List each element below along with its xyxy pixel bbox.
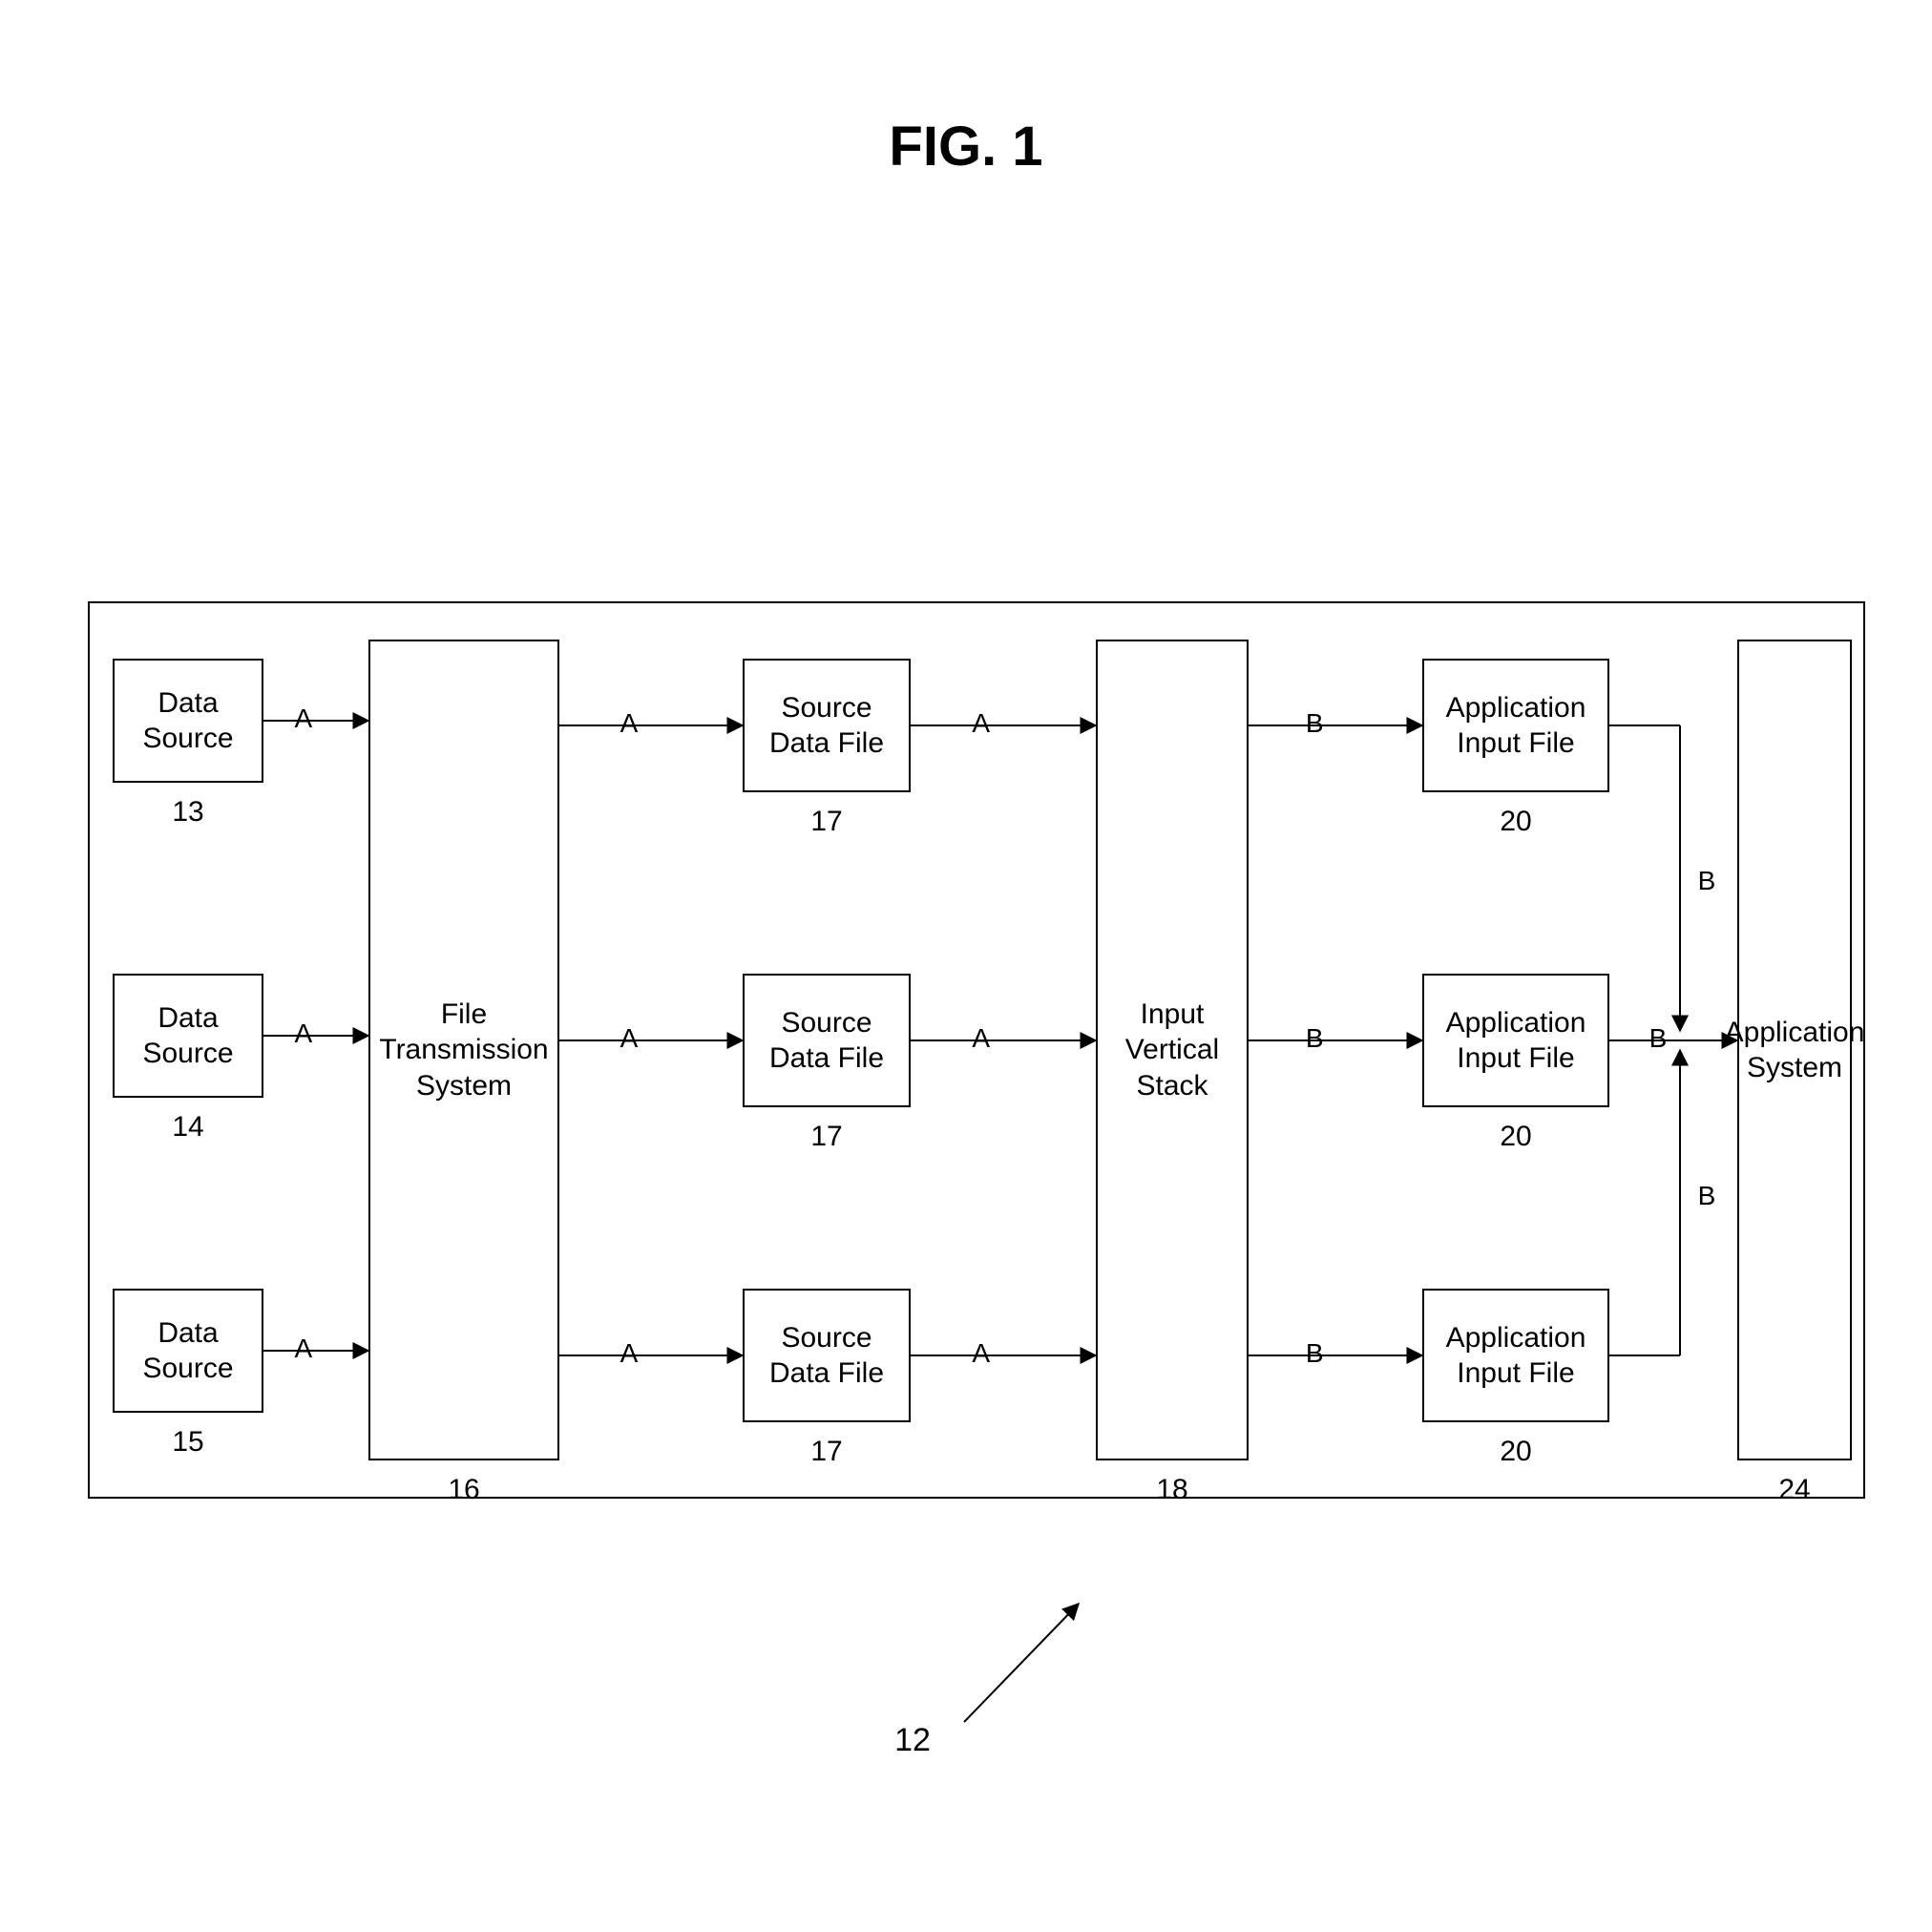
edge-label: B	[1295, 1023, 1334, 1054]
edge-label: A	[610, 1023, 648, 1054]
edge-label-text: B	[1306, 1023, 1324, 1053]
edges-layer	[0, 0, 1932, 1932]
edge-label-text: A	[620, 1023, 639, 1053]
edge-label-text: B	[1649, 1023, 1668, 1053]
edge-label: A	[962, 1023, 1000, 1054]
edge-label-text: A	[294, 1018, 312, 1048]
edge-label: A	[284, 704, 323, 734]
edge-label: B	[1295, 1338, 1334, 1369]
edge-label: A	[284, 1018, 323, 1049]
edge-label: B	[1639, 1023, 1677, 1054]
edge-label-text: A	[620, 708, 639, 738]
edge-label-text: B	[1698, 866, 1716, 895]
edge-label-text: A	[294, 704, 312, 733]
figure-ref-12: 12	[884, 1722, 941, 1759]
edge-label-text: A	[972, 708, 990, 738]
edge-label: B	[1688, 1181, 1726, 1211]
edge-label: A	[610, 1338, 648, 1369]
edge-label: A	[962, 708, 1000, 739]
figure-ref-text: 12	[894, 1722, 931, 1758]
edge-label-text: A	[972, 1338, 990, 1368]
edge-label: B	[1295, 708, 1334, 739]
edge-label: A	[962, 1338, 1000, 1369]
edge-label-text: B	[1306, 1338, 1324, 1368]
edge-label-text: A	[620, 1338, 639, 1368]
edge-label-text: A	[972, 1023, 990, 1053]
edge-label: A	[284, 1334, 323, 1364]
edge-label-text: B	[1698, 1181, 1716, 1210]
edge-label-text: A	[294, 1334, 312, 1363]
edge-label-text: B	[1306, 708, 1324, 738]
edge-label: A	[610, 708, 648, 739]
edge-label: B	[1688, 866, 1726, 896]
